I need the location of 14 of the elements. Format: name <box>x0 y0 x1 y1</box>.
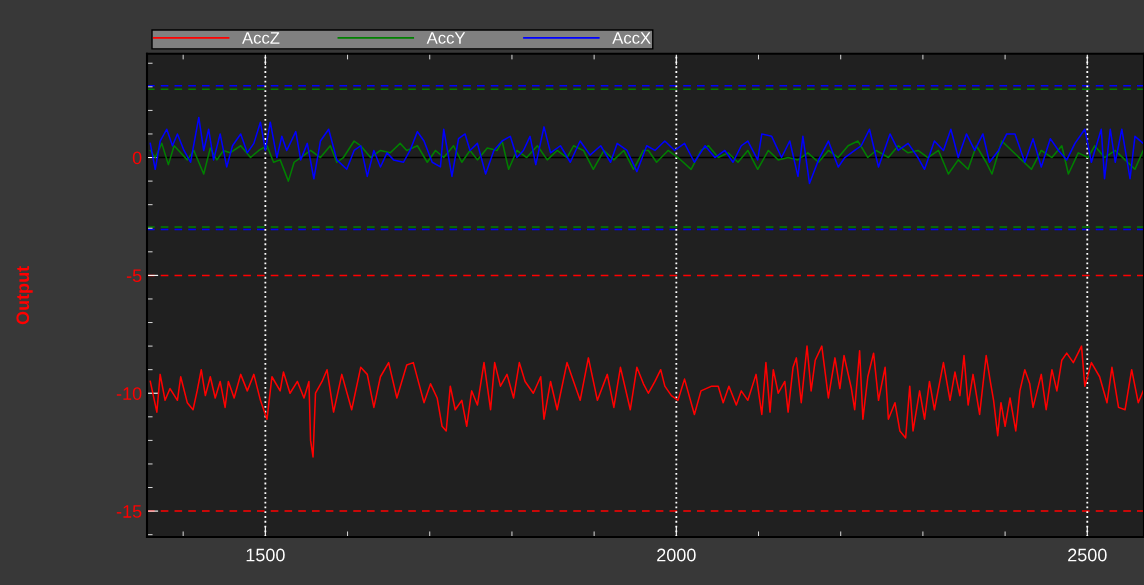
line-series <box>149 345 1144 458</box>
y-axis-title: Output <box>16 266 33 325</box>
line-series <box>149 140 1144 182</box>
x-tick-label: 2000 <box>657 548 696 562</box>
y-tick-label: -10 <box>116 387 142 400</box>
legend-label: AccY <box>426 32 466 44</box>
x-tick-label: 2500 <box>1068 548 1107 562</box>
y-tick-label: -15 <box>116 505 142 518</box>
y-tick-label: 0 <box>132 151 142 165</box>
legend-label: AccX <box>612 32 651 44</box>
y-tick-label: -5 <box>126 269 142 283</box>
x-tick-label: 1500 <box>246 548 285 562</box>
line-series <box>149 116 1144 185</box>
legend-label: AccZ <box>242 32 280 44</box>
